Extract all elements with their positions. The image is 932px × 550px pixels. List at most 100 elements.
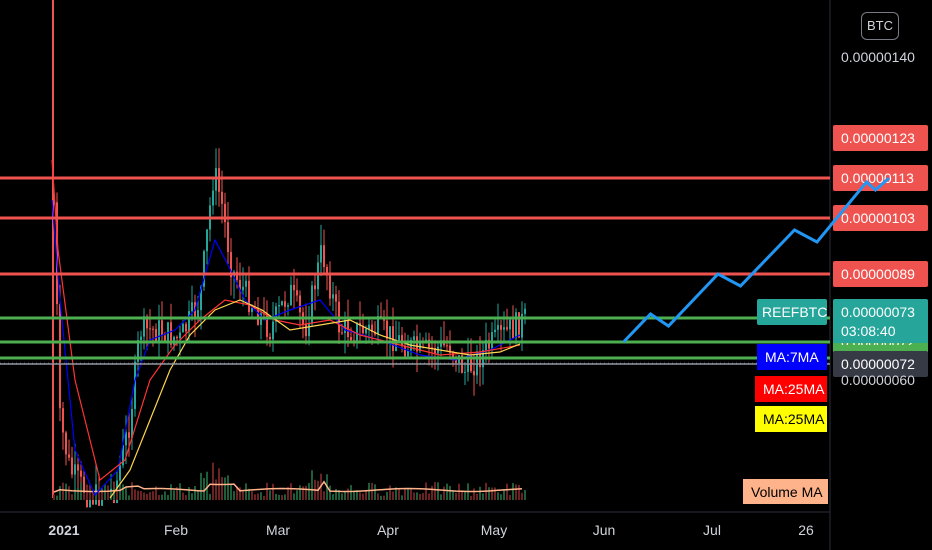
volume-bar — [410, 488, 412, 500]
volume-bar — [281, 495, 283, 500]
volume-bar — [305, 485, 307, 500]
candle-body — [323, 245, 325, 268]
currency-badge[interactable]: BTC — [861, 12, 899, 40]
candle-body — [407, 350, 409, 357]
volume-bar — [461, 491, 463, 500]
candle-body — [164, 335, 166, 342]
candle-body — [251, 307, 253, 313]
volume-bar — [362, 493, 364, 500]
volume-bar — [119, 484, 121, 500]
volume-bar — [245, 483, 247, 500]
volume-bar — [149, 492, 151, 500]
volume-bar — [227, 475, 229, 500]
symbol-tag — [757, 299, 827, 325]
volume-bar — [269, 490, 271, 500]
candle-body — [269, 336, 271, 340]
volume-bar — [113, 488, 115, 500]
volume-bar — [89, 484, 91, 500]
candle-body — [497, 325, 499, 330]
x-tick-label: Jun — [593, 522, 616, 538]
candle-body — [227, 222, 229, 253]
volume-bar — [224, 477, 226, 500]
candle-body — [470, 355, 472, 372]
x-tick-label: Mar — [266, 522, 290, 538]
candle-body — [125, 432, 127, 446]
candle-body — [374, 331, 376, 335]
volume-bar — [377, 493, 379, 500]
volume-bar — [128, 495, 130, 500]
volume-bar — [452, 491, 454, 500]
candle-body — [152, 328, 154, 330]
volume-bar — [278, 494, 280, 500]
volume-bar — [434, 482, 436, 500]
volume-bar — [104, 484, 106, 500]
ma-legend-tag — [755, 376, 827, 402]
volume-bar — [203, 477, 205, 500]
candle-body — [509, 319, 511, 330]
level-tag — [833, 261, 928, 287]
volume-bar — [398, 489, 400, 500]
volume-bar — [359, 492, 361, 500]
candle-body — [200, 286, 202, 311]
candle-body — [128, 432, 130, 438]
candle-body — [131, 408, 133, 438]
candle-body — [155, 329, 157, 342]
x-tick-label: 2021 — [48, 522, 79, 538]
candle-body — [503, 327, 505, 330]
volume-bar — [254, 494, 256, 500]
volume-bar — [158, 495, 160, 500]
volume-bar — [332, 494, 334, 500]
candle-body — [305, 324, 307, 337]
candle-body — [191, 302, 193, 312]
candle-body — [89, 499, 91, 508]
volume-bar — [101, 491, 103, 500]
volume-bar — [263, 495, 265, 500]
candle-body — [290, 284, 292, 306]
candle-body — [440, 340, 442, 347]
candle-body — [431, 347, 433, 349]
volume-bar — [449, 485, 451, 500]
volume-bar — [56, 495, 58, 500]
volume-bar — [260, 492, 262, 500]
volume-bar — [77, 487, 79, 500]
candle-body — [317, 262, 319, 290]
volume-bar — [167, 494, 169, 500]
volume-bar — [188, 487, 190, 500]
volume-bar — [206, 471, 208, 500]
last-price-label: 0.00000073 — [841, 304, 915, 320]
volume-bar — [134, 489, 136, 500]
volume-bar — [266, 482, 268, 500]
volume-bar — [173, 490, 175, 500]
volume-bar — [500, 494, 502, 500]
volume-bar — [353, 490, 355, 500]
candle-body — [149, 328, 151, 330]
volume-bar — [395, 487, 397, 500]
candle-body — [137, 340, 139, 362]
level-tag-label: 0.00000123 — [841, 130, 915, 146]
candle-body — [296, 290, 298, 296]
volume-bar — [506, 483, 508, 500]
ma-legend-label: MA:7MA — [765, 349, 819, 365]
candle-body — [365, 328, 367, 334]
volume-bar — [179, 483, 181, 500]
candle-body — [311, 285, 313, 324]
candle-body — [350, 337, 352, 341]
volume-bar — [479, 486, 481, 500]
candle-body — [185, 323, 187, 332]
volume-bar — [368, 482, 370, 500]
volume-bar — [440, 494, 442, 500]
candle-body — [281, 301, 283, 306]
volume-bar — [143, 492, 145, 500]
symbol-label: REEFBTC — [762, 304, 827, 320]
volume-bar — [338, 490, 340, 500]
candle-body — [143, 316, 145, 337]
volume-bar — [146, 493, 148, 500]
candle-body — [197, 310, 199, 317]
volume-bar — [521, 492, 523, 500]
y-tick-label: 0.00000140 — [841, 49, 915, 65]
volume-bar — [455, 492, 457, 500]
candle-body — [272, 321, 274, 340]
candle-body — [212, 190, 214, 206]
